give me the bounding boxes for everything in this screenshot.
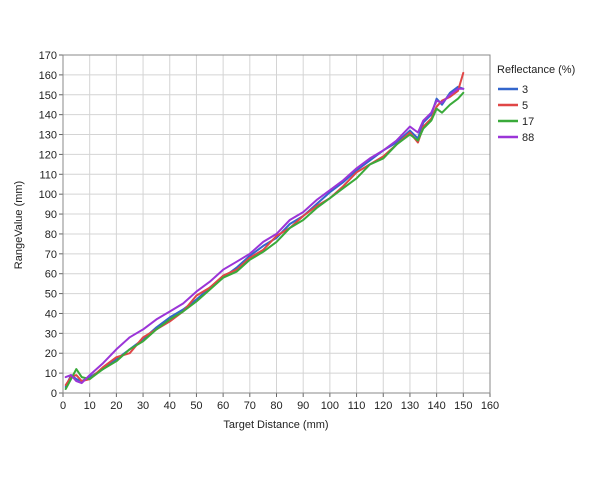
legend-items: 3 5 17 88 bbox=[498, 84, 534, 144]
gridlines bbox=[62, 54, 491, 394]
y-tick-label: 20 bbox=[45, 348, 57, 360]
x-tick-label: 0 bbox=[60, 400, 66, 412]
x-tick-label: 10 bbox=[84, 400, 96, 412]
y-tick-label: 90 bbox=[45, 209, 57, 221]
y-tick-label: 80 bbox=[45, 229, 57, 241]
y-tick-label: 0 bbox=[51, 388, 57, 400]
x-tick-label: 150 bbox=[454, 400, 472, 412]
y-tick-label: 70 bbox=[45, 249, 57, 261]
x-tick-label: 70 bbox=[244, 400, 256, 412]
series-line-5 bbox=[64, 71, 465, 386]
y-axis-title: RangeValue (mm) bbox=[13, 181, 25, 269]
x-tick-label: 130 bbox=[401, 400, 419, 412]
x-tick-label: 100 bbox=[321, 400, 339, 412]
y-tick-label: 120 bbox=[39, 149, 57, 161]
x-tick-label: 20 bbox=[110, 400, 122, 412]
y-tick-label: 30 bbox=[45, 328, 57, 340]
y-tick-label: 10 bbox=[45, 368, 57, 380]
series-line-88 bbox=[64, 87, 465, 385]
x-tick-label: 90 bbox=[297, 400, 309, 412]
tick-labels: 0102030405060708090100110120130140150160… bbox=[39, 50, 500, 412]
legend-title: Reflectance (%) bbox=[497, 64, 575, 76]
y-tick-label: 110 bbox=[39, 169, 57, 181]
x-tick-label: 110 bbox=[348, 400, 366, 412]
axes bbox=[59, 54, 491, 397]
y-tick-label: 160 bbox=[39, 70, 57, 82]
y-tick-label: 100 bbox=[39, 189, 57, 201]
x-tick-label: 160 bbox=[481, 400, 499, 412]
series-lines bbox=[64, 71, 465, 390]
x-tick-label: 40 bbox=[164, 400, 176, 412]
legend-label-5: 5 bbox=[522, 100, 528, 112]
legend-label-3: 3 bbox=[522, 84, 528, 96]
y-tick-label: 60 bbox=[45, 269, 57, 281]
y-tick-label: 50 bbox=[45, 289, 57, 301]
legend: Reflectance (%) 3 5 17 88 bbox=[497, 64, 575, 144]
y-tick-label: 150 bbox=[39, 90, 57, 102]
x-axis-title: Target Distance (mm) bbox=[223, 419, 328, 431]
x-tick-label: 140 bbox=[427, 400, 445, 412]
y-tick-label: 40 bbox=[45, 308, 57, 320]
x-tick-label: 50 bbox=[190, 400, 202, 412]
y-tick-label: 140 bbox=[39, 110, 57, 122]
legend-label-88: 88 bbox=[522, 132, 534, 144]
x-tick-label: 80 bbox=[270, 400, 282, 412]
y-tick-label: 170 bbox=[39, 50, 57, 62]
x-tick-label: 60 bbox=[217, 400, 229, 412]
x-tick-label: 30 bbox=[137, 400, 149, 412]
y-tick-label: 130 bbox=[39, 130, 57, 142]
plot-frame bbox=[62, 54, 491, 394]
x-tick-label: 120 bbox=[374, 400, 392, 412]
legend-label-17: 17 bbox=[522, 116, 534, 128]
series-line-17 bbox=[64, 91, 465, 390]
